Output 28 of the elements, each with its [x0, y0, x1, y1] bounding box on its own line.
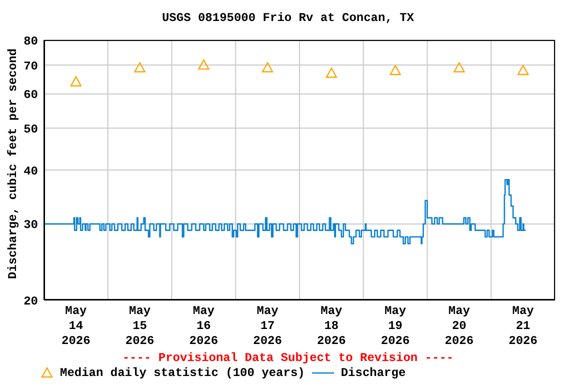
point	[326, 68, 338, 78]
x-tick-label: May 16 2026	[189, 304, 218, 348]
point	[70, 76, 82, 86]
x-tick-label: May 15 2026	[125, 304, 154, 348]
x-tick-label: May 21 2026	[508, 304, 538, 348]
y-tick-label: 30	[24, 218, 38, 232]
legend-label: Median daily statistic (100 years)	[60, 366, 305, 380]
point	[134, 62, 146, 72]
y-tick-label: 50	[24, 122, 38, 136]
text: ---- Provisional Data Subject to Revision ----	[121, 351, 455, 365]
point	[198, 59, 210, 70]
x-tick-label: May 19 2026	[380, 304, 410, 348]
point	[517, 64, 529, 76]
y-axis-title: Discharge, cubic feet per second	[6, 48, 20, 279]
y-tick-label: 40	[24, 164, 38, 178]
x-tick-label: May 20 2026	[444, 304, 474, 348]
chart-title: USGS 08195000 Frio Rv at Concan, TX	[160, 11, 416, 25]
point	[454, 62, 465, 72]
x-tick-label: May 18 2026	[317, 304, 346, 348]
y-tick-label: 60	[24, 88, 38, 102]
x-tick-label: May 14 2026	[62, 304, 90, 348]
legend-label: Discharge	[340, 366, 406, 380]
point	[390, 64, 401, 76]
y-tick-label: 20	[24, 294, 38, 308]
x-tick-label: May 17 2026	[253, 304, 282, 348]
point	[262, 62, 274, 72]
y-tick-label: 70	[24, 59, 38, 74]
y-tick-label: 80	[24, 34, 38, 48]
